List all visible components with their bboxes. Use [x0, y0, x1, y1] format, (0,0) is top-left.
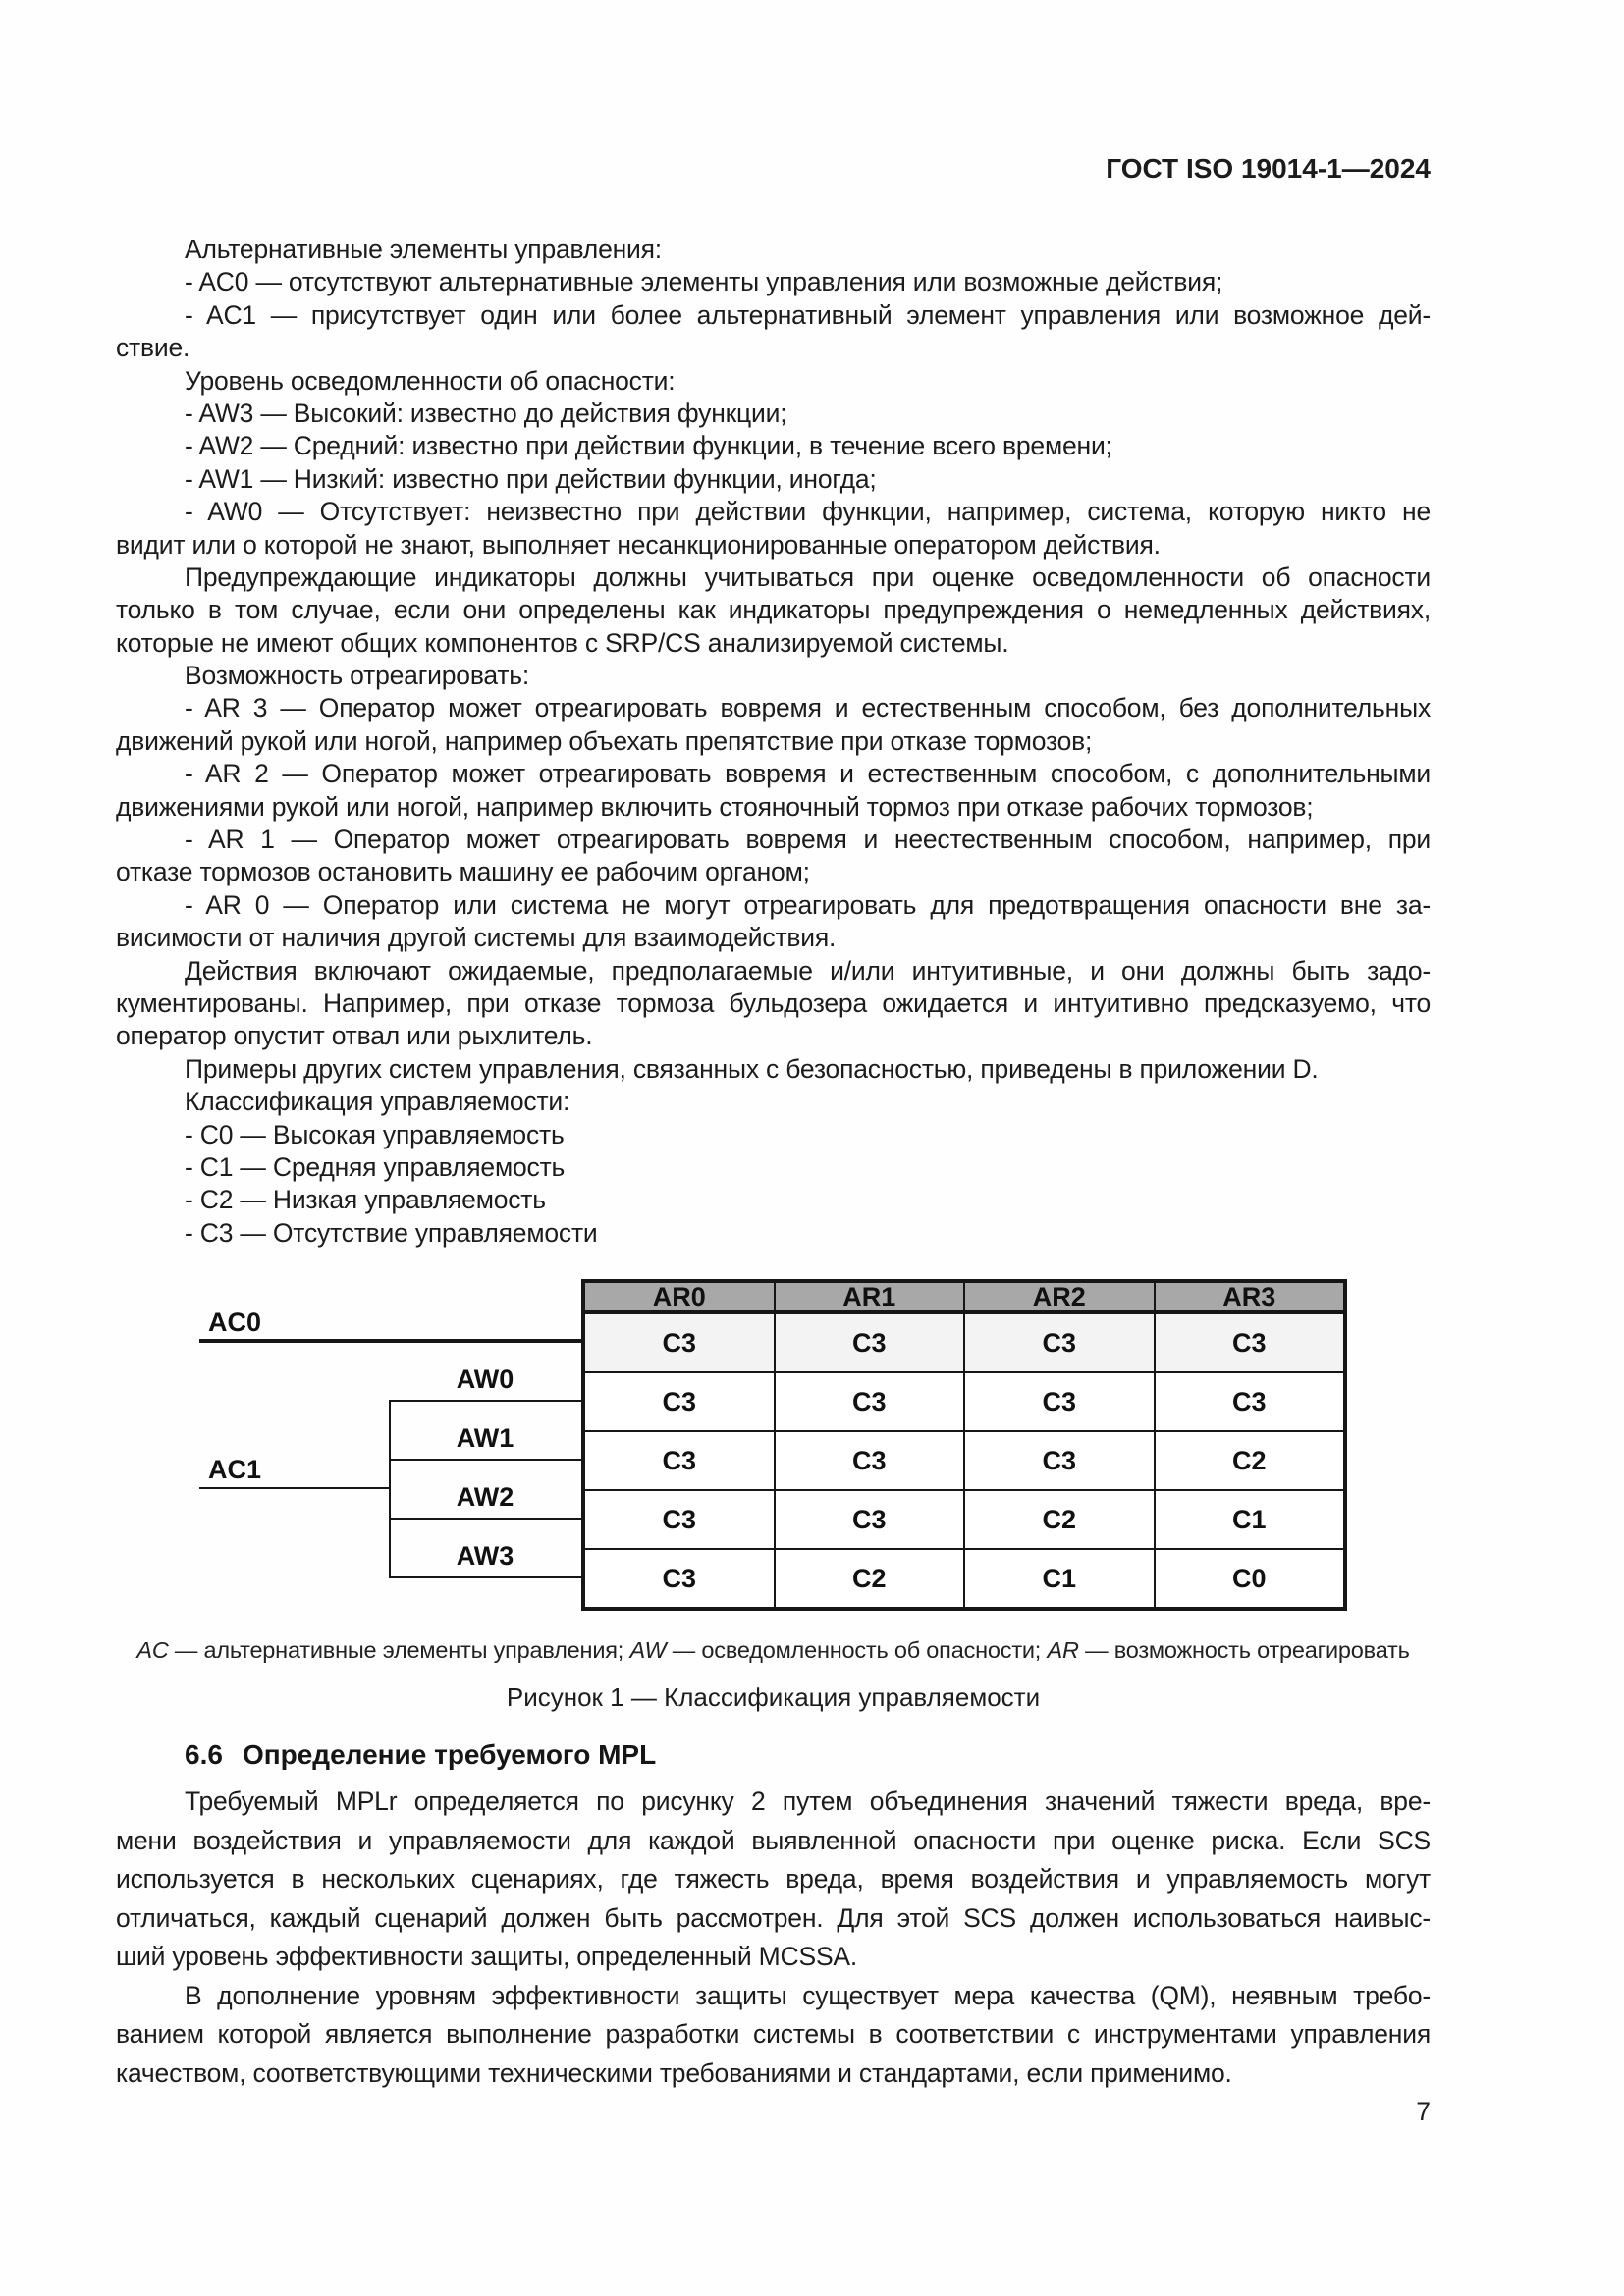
text-line: Возможность отреагировать:: [185, 661, 530, 691]
matrix-column-header: AR1: [774, 1282, 964, 1313]
matrix-column-header: AR2: [964, 1282, 1155, 1313]
matrix-column-header: AR0: [584, 1282, 775, 1313]
matrix-cell: C1: [964, 1549, 1155, 1608]
text-line: Предупреждающие индикаторы должны учитыв…: [185, 561, 1431, 592]
text-line: видит или о которой не знают, выполняет …: [116, 529, 1161, 560]
tree-label-aw0: AW0: [456, 1364, 514, 1394]
body-text-block-bottom: Требуемый MPLr определяется по рисунку 2…: [116, 1783, 1431, 2093]
matrix-cell: C3: [964, 1313, 1155, 1372]
text-line: - AR 0 — Оператор или система не могут о…: [185, 889, 1431, 920]
text-line: ванием которой является выполнение разра…: [116, 2019, 1431, 2049]
text-line: отличаться, каждый сценарий должен быть …: [116, 1902, 1431, 1933]
text-line: только в том случае, если они определены…: [116, 595, 1431, 625]
tree-label-ac0: AC0: [208, 1308, 262, 1337]
matrix-cell: C3: [584, 1313, 775, 1372]
matrix-cell: C3: [774, 1372, 964, 1431]
tree-label-aw1: AW1: [456, 1423, 514, 1453]
text-line: - AR 1 — Оператор может отреагировать во…: [185, 825, 1431, 855]
tree-label-aw3: AW3: [456, 1541, 514, 1571]
text-line: ший уровень эффективности защиты, опреде…: [116, 1942, 858, 1971]
matrix-column-header: AR3: [1154, 1282, 1344, 1313]
matrix-cell: C3: [964, 1372, 1155, 1431]
matrix-cell: C2: [1154, 1431, 1344, 1490]
controllability-matrix: AR0 AR1 AR2 AR3 C3 C3 C3 C3 C3 C3 C3 C3 C3 C3 C3 C2 C3 C3…: [581, 1279, 1347, 1611]
text-line: - AR 2 — Оператор может отреагировать во…: [185, 759, 1431, 789]
matrix-cell: C0: [1154, 1549, 1344, 1608]
tree-label-ac1: AC1: [208, 1455, 262, 1484]
text-line: кументированы. Например, при отказе торм…: [116, 988, 1431, 1018]
caption-term: AR: [1047, 1637, 1079, 1663]
text-line: Классификация управляемости:: [185, 1087, 570, 1117]
text-line: - AC1 — присутствует один или более альт…: [185, 299, 1431, 330]
text-line: - C1 — Средняя управляемость: [185, 1151, 566, 1182]
text-line: - C3 — Отсутствие управляемости: [185, 1217, 598, 1248]
section-heading: 6.6 Определение требуемого MPL: [185, 1739, 656, 1771]
tree-line-ac0: [199, 1339, 581, 1343]
text-line: мени воздействия и управляемости для каж…: [116, 1825, 1431, 1855]
text-line: - AW3 — Высокий: известно до действия фу…: [185, 398, 787, 428]
text-line: - AC0 — отсутствуют альтернативные элеме…: [185, 267, 1223, 297]
text-line: движений рукой или ногой, например объех…: [116, 725, 1093, 756]
text-line: - AR 3 — Оператор может отреагировать во…: [185, 693, 1431, 723]
text-line: оператор опустит отвал или рыхлитель.: [116, 1021, 593, 1051]
matrix-cell: C3: [1154, 1313, 1344, 1372]
matrix-cell: C2: [774, 1549, 964, 1608]
text-line: В дополнение уровням эффективности защит…: [185, 1980, 1431, 2010]
tree-line-aw3: [389, 1576, 581, 1578]
tree-line-ac1: [199, 1487, 389, 1489]
page-header-title: ГОСТ ISO 19014-1—2024: [1106, 153, 1431, 184]
text-line: - C0 — Высокая управляемость: [185, 1119, 565, 1149]
tree-line-vertical: [389, 1400, 391, 1578]
text-line: используется в нескольких сценариях, где…: [116, 1864, 1431, 1894]
text-line: Уровень осведомленности об опасности:: [185, 365, 676, 396]
tree-label-aw2: AW2: [456, 1482, 514, 1512]
body-text-block-top: Альтернативные элементы управления: - AC0…: [116, 234, 1431, 1250]
text-line: качеством, соответствующими техническими…: [116, 2057, 1232, 2088]
caption-term: AW: [629, 1637, 667, 1663]
text-line: - C2 — Низкая управляемость: [185, 1185, 546, 1215]
tree-line-aw2: [389, 1518, 581, 1520]
figure-caption: AC — альтернативные элементы управления;…: [136, 1637, 1410, 1663]
matrix-cell: C2: [964, 1490, 1155, 1549]
section-title: Определение требуемого MPL: [242, 1739, 657, 1770]
matrix-cell: C3: [964, 1431, 1155, 1490]
matrix-cell: C3: [1154, 1372, 1344, 1431]
matrix-cell: C3: [584, 1549, 775, 1608]
caption-term: AC: [136, 1637, 169, 1663]
text-line: отказе тормозов остановить машину ее раб…: [116, 857, 810, 887]
matrix-cell: C3: [774, 1431, 964, 1490]
figure-title: Рисунок 1 — Классификация управляемости: [506, 1682, 1041, 1712]
tree-line-aw1: [389, 1459, 581, 1461]
text-line: - AW1 — Низкий: известно при действии фу…: [185, 463, 877, 494]
tree-line-aw0: [389, 1400, 581, 1402]
page-number: 7: [1416, 2097, 1431, 2126]
matrix-cell: C3: [774, 1490, 964, 1549]
text-line: движениями рукой или ногой, например вкл…: [116, 791, 1314, 822]
text-line: ствие.: [116, 333, 190, 363]
matrix-cell: C3: [584, 1372, 775, 1431]
matrix-cell: C1: [1154, 1490, 1344, 1549]
text-line: - AW0 — Отсутствует: неизвестно при дейс…: [185, 497, 1431, 527]
text-line: Требуемый MPLr определяется по рисунку 2…: [185, 1787, 1431, 1816]
text-line: Примеры других систем управления, связан…: [185, 1053, 1319, 1084]
text-line: Действия включают ожидаемые, предполагае…: [185, 955, 1431, 986]
matrix-cell: C3: [774, 1313, 964, 1372]
section-number: 6.6: [185, 1739, 223, 1770]
text-line: - AW2 — Средний: известно при действии ф…: [185, 431, 1112, 461]
matrix-cell: C3: [584, 1431, 775, 1490]
text-line: которые не имеют общих компонентов с SRP…: [116, 627, 1009, 658]
text-line: Альтернативные элементы управления:: [185, 235, 662, 264]
text-line: висимости от наличия другой системы для …: [116, 923, 837, 953]
matrix-cell: C3: [584, 1490, 775, 1549]
